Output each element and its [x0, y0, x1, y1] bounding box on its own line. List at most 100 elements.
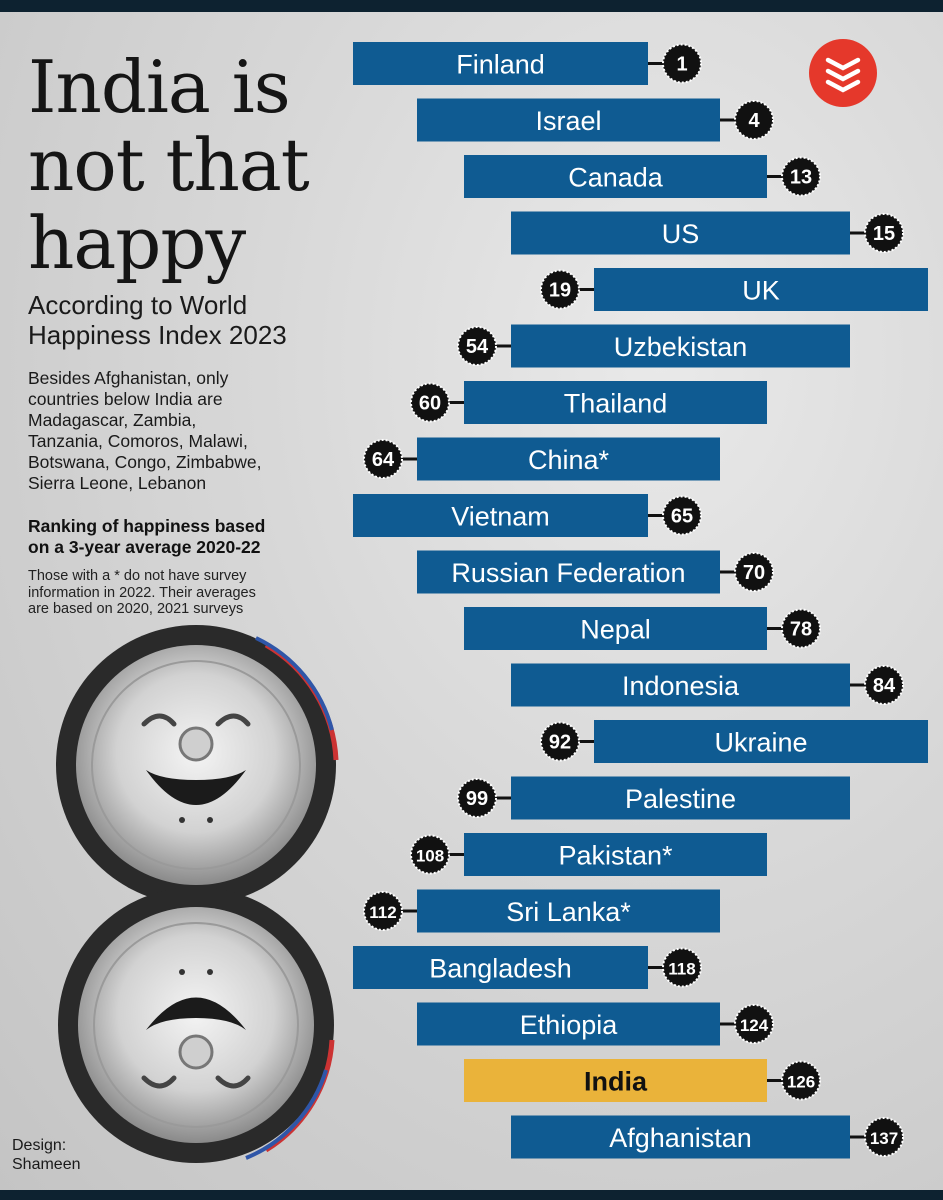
bar [464, 833, 767, 876]
sad-can-icon [58, 887, 335, 1163]
footnote-line: are based on 2020, 2021 surveys [28, 601, 244, 617]
rank-value-label: 70 [743, 562, 765, 584]
bar-group: Palestine 99 [457, 776, 850, 820]
bar-group: Bangladesh 118 [353, 946, 702, 989]
rank-badge [662, 947, 702, 988]
category-label: India [584, 1067, 648, 1097]
bar-group: Thailand 60 [410, 381, 767, 424]
title-line: India is [28, 45, 291, 129]
rank-badge [363, 439, 403, 479]
bar [464, 381, 767, 424]
category-label: Ethiopia [520, 1010, 619, 1040]
rank-value-label: 108 [416, 847, 444, 866]
top-border [0, 0, 943, 12]
bar [511, 1115, 850, 1159]
bar [594, 720, 928, 763]
bar [511, 324, 850, 368]
category-label: Israel [535, 106, 601, 136]
subtitle: According to World Happiness Index 2023 [28, 290, 348, 350]
rank-value-label: 15 [873, 223, 895, 245]
rank-badge [864, 1117, 904, 1157]
indian-express-logo-icon [809, 39, 877, 107]
bar [511, 211, 850, 255]
rank-value-label: 118 [668, 960, 695, 979]
bar [464, 155, 767, 198]
bar-group: Israel 4 [417, 98, 774, 142]
bar-group: US 15 [511, 211, 904, 255]
category-label: Sri Lanka* [506, 897, 631, 927]
bar-group: Canada 13 [464, 155, 821, 198]
note-line: Tanzania, Comoros, Malawi, [28, 431, 248, 451]
rank-value-label: 19 [549, 280, 571, 302]
bar-group: Uzbekistan 54 [457, 324, 850, 368]
rank-value-label: 65 [671, 506, 693, 528]
bar [511, 776, 850, 820]
rank-value-label: 126 [787, 1073, 815, 1092]
rank-badge [734, 100, 774, 140]
bar-group: India 126 [464, 1059, 821, 1102]
bar-group: Nepal 78 [464, 607, 821, 650]
smiling-can-illustration [56, 625, 339, 1163]
bar-group: Ethiopia 124 [417, 1002, 774, 1046]
rank-badge [781, 1060, 821, 1101]
rank-value-label: 13 [790, 167, 812, 189]
rank-badge [734, 552, 774, 592]
bar [417, 889, 720, 933]
ranking-footnote: Those with a * do not have survey inform… [28, 568, 348, 618]
rank-value-label: 60 [419, 393, 441, 415]
footnote-line: information in 2022. Their averages [28, 584, 256, 601]
category-label: Pakistan* [558, 841, 673, 871]
rank-value-label: 84 [873, 675, 896, 697]
rank-badge [781, 156, 821, 197]
title-line: happy [28, 201, 246, 285]
rank-badge [540, 269, 580, 310]
bar-group: Pakistan* 108 [410, 833, 767, 876]
rank-value-label: 137 [870, 1129, 898, 1148]
bar [417, 437, 720, 481]
category-label: Uzbekistan [614, 332, 748, 362]
bar [417, 1002, 720, 1046]
bar-group: Indonesia 84 [511, 663, 904, 707]
subtitle-line: According to World [28, 290, 248, 320]
rank-badge [457, 326, 497, 366]
bar-group: Finland 1 [353, 42, 702, 85]
bar-group: Russian Federation 70 [417, 550, 774, 594]
credit-line: Design: [12, 1137, 67, 1154]
rank-value-label: 1 [676, 54, 687, 76]
note-line: countries below India are [28, 389, 223, 409]
ranking-heading-line: on a 3-year average 2020-22 [28, 537, 261, 557]
category-label: Palestine [625, 784, 736, 814]
bar-group: Vietnam 65 [353, 494, 702, 537]
page-title: India is not that happy [28, 48, 348, 282]
rank-badge [410, 382, 450, 423]
category-label: US [662, 219, 700, 249]
bar [417, 98, 720, 142]
rank-badge [734, 1004, 774, 1044]
category-label: Bangladesh [429, 954, 572, 984]
bar [511, 663, 850, 707]
note-line: Besides Afghanistan, only [28, 368, 229, 388]
title-line: not that [28, 123, 310, 207]
bar [417, 550, 720, 594]
bar-group: Sri Lanka* 112 [363, 889, 720, 933]
subtitle-line: Happiness Index 2023 [28, 320, 287, 350]
ranking-heading: Ranking of happiness based on a 3-year a… [28, 516, 348, 558]
rank-value-label: 4 [748, 110, 760, 132]
rank-value-label: 78 [790, 619, 812, 641]
rank-badge [363, 891, 403, 931]
bar [353, 946, 648, 989]
category-label: Canada [568, 163, 664, 193]
bar [464, 1059, 767, 1102]
category-label: Vietnam [451, 502, 550, 532]
category-label: Nepal [580, 615, 651, 645]
rank-badge [864, 213, 904, 253]
rank-badge [410, 834, 450, 875]
rank-badge [457, 778, 497, 818]
bar [353, 494, 648, 537]
rank-badge [662, 495, 702, 536]
rank-badge [540, 721, 580, 762]
bar-group: Afghanistan 137 [511, 1115, 904, 1159]
bar-group: China* 64 [363, 437, 720, 481]
rank-value-label: 92 [549, 732, 571, 754]
countries-below-note: Besides Afghanistan, only countries belo… [28, 368, 348, 494]
